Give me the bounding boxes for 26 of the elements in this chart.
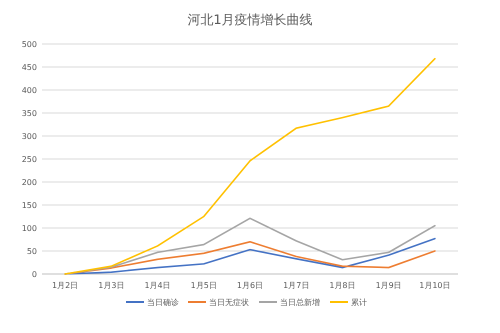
y-tick-label: 350	[22, 109, 37, 118]
y-tick-label: 400	[22, 86, 37, 95]
x-tick-label: 1月4日	[144, 281, 171, 290]
legend-label: 累计	[351, 298, 367, 307]
y-tick-label: 200	[22, 178, 37, 187]
x-tick-label: 1月2日	[52, 281, 78, 290]
y-tick-label: 450	[22, 63, 37, 72]
x-tick-label: 1月8日	[329, 281, 356, 290]
y-tick-label: 250	[22, 155, 37, 164]
x-tick-label: 1月5日	[190, 281, 217, 290]
y-tick-label: 150	[22, 201, 37, 210]
line-series	[64, 58, 436, 275]
x-tick-label: 1月10日	[419, 281, 451, 290]
y-tick-label: 100	[22, 224, 37, 233]
y-tick-label: 500	[22, 40, 37, 49]
x-tick-label: 1月7日	[283, 281, 310, 290]
chart-title: 河北1月疫情增长曲线	[187, 13, 313, 28]
legend-label: 当日无症状	[209, 298, 249, 307]
x-tick-label: 1月6日	[236, 281, 264, 290]
y-tick-label: 50	[26, 247, 37, 256]
y-tick-label: 300	[22, 132, 37, 141]
y-tick-label: 0	[32, 270, 37, 279]
legend-label: 当日总新增	[280, 298, 320, 307]
legend-label: 当日确诊	[147, 298, 179, 307]
x-tick-label: 1月9日	[376, 281, 402, 290]
x-tick-label: 1月3日	[98, 281, 124, 290]
